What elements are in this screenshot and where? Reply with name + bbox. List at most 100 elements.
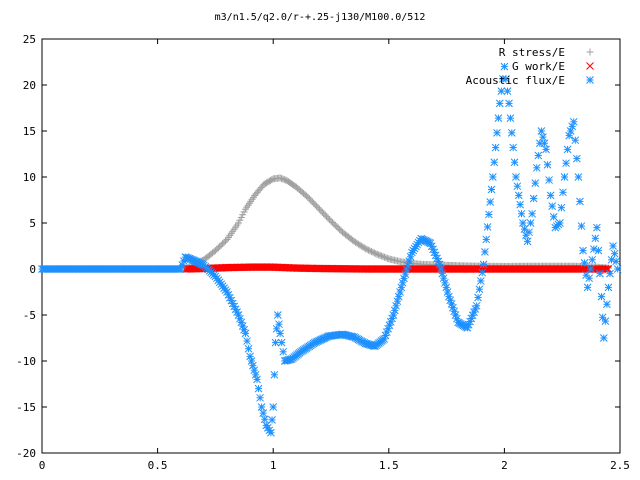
marker-stroke <box>506 114 515 122</box>
marker-stroke <box>485 210 493 219</box>
data-point <box>378 252 386 260</box>
marker-stroke <box>560 173 569 181</box>
marker-stroke <box>598 313 607 322</box>
data-point <box>599 334 608 342</box>
marker-stroke <box>507 128 516 137</box>
marker-stroke <box>447 300 456 308</box>
marker-stroke <box>585 274 594 283</box>
marker-stroke <box>437 265 445 273</box>
marker-stroke <box>442 283 451 292</box>
marker-stroke <box>565 131 573 140</box>
marker-stroke <box>569 117 578 126</box>
marker-stroke <box>474 293 482 302</box>
marker-stroke <box>576 197 584 206</box>
data-point <box>435 260 444 269</box>
marker-stroke <box>240 325 248 334</box>
marker-stroke <box>236 314 244 323</box>
marker-stroke <box>430 248 439 257</box>
marker-stroke <box>476 277 485 285</box>
marker-stroke <box>260 415 269 424</box>
data-point <box>516 200 524 209</box>
marker-stroke <box>396 288 404 296</box>
marker-stroke <box>404 261 412 270</box>
data-point <box>517 209 526 218</box>
data-point <box>315 205 323 213</box>
data-point <box>269 403 278 411</box>
data-point <box>360 244 368 252</box>
data-point <box>500 62 509 71</box>
y-tick-label: 10 <box>23 171 36 184</box>
data-point <box>317 207 325 215</box>
marker-stroke <box>269 403 278 411</box>
data-point <box>397 283 406 292</box>
marker-stroke <box>607 255 616 264</box>
data-point <box>263 423 272 432</box>
marker-stroke <box>482 235 491 244</box>
data-point <box>260 415 269 424</box>
marker-stroke <box>520 225 529 233</box>
data-point <box>506 114 515 122</box>
data-point <box>572 154 581 163</box>
data-point <box>594 246 603 255</box>
marker-stroke <box>603 265 611 273</box>
marker-stroke <box>534 151 543 160</box>
marker-stroke <box>591 234 600 243</box>
marker-stroke <box>267 428 275 437</box>
marker-stroke <box>270 370 279 379</box>
data-point <box>271 338 280 347</box>
data-point <box>525 228 533 237</box>
data-point <box>389 311 398 319</box>
marker-stroke <box>604 265 613 273</box>
marker-stroke <box>525 228 533 237</box>
data-point <box>257 403 266 411</box>
marker-stroke <box>572 154 581 163</box>
marker-stroke <box>279 347 288 356</box>
data-point <box>324 214 332 222</box>
marker-stroke <box>257 403 266 411</box>
marker-stroke <box>502 75 510 83</box>
marker-stroke <box>589 245 598 253</box>
marker-stroke <box>557 203 566 212</box>
marker-stroke <box>537 127 546 135</box>
marker-stroke <box>586 76 594 84</box>
data-point <box>493 128 501 137</box>
y-tick-label: -5 <box>23 309 36 322</box>
data-point <box>475 285 484 294</box>
marker-stroke <box>246 352 254 361</box>
marker-stroke <box>586 265 595 273</box>
marker-stroke <box>401 270 410 278</box>
data-point <box>520 225 529 233</box>
data-point <box>438 269 447 278</box>
data-point <box>472 301 481 310</box>
marker-stroke <box>500 62 509 71</box>
data-point <box>383 254 391 262</box>
y-tick-label: 0 <box>29 263 36 276</box>
data-point <box>326 216 334 224</box>
data-point <box>505 99 513 108</box>
marker-stroke <box>548 202 557 210</box>
y-tick-label: -20 <box>16 447 36 460</box>
x-tick-label: 1.5 <box>379 459 399 472</box>
marker-stroke <box>516 200 524 209</box>
marker-stroke <box>545 176 553 184</box>
data-point <box>369 248 377 256</box>
marker-stroke <box>273 311 282 319</box>
data-point <box>494 114 503 122</box>
x-tick-label: 2.5 <box>610 459 630 472</box>
marker-stroke <box>265 426 274 435</box>
marker-stroke <box>490 158 499 167</box>
marker-stroke <box>446 296 455 305</box>
data-point <box>243 337 251 345</box>
marker-stroke <box>542 145 550 154</box>
data-point <box>483 223 492 231</box>
marker-stroke <box>526 219 535 227</box>
y-tick-label: 20 <box>23 79 36 92</box>
marker-stroke <box>389 311 398 319</box>
data-point <box>314 204 322 212</box>
data-point <box>373 250 381 258</box>
data-point <box>267 428 275 437</box>
data-point <box>486 198 495 206</box>
data-point <box>542 145 550 154</box>
y-tick-label: -10 <box>16 355 36 368</box>
